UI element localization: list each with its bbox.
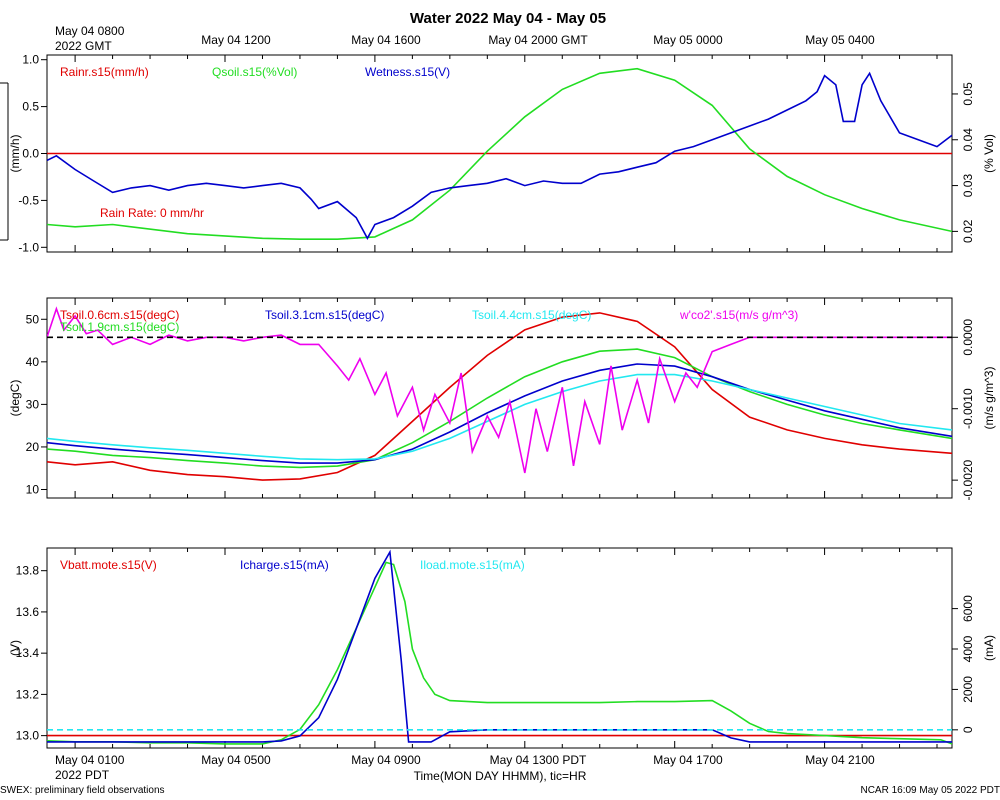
top-axis-first-sublabel: 2022 GMT [55, 39, 112, 53]
right-axis-label: (m/s g/m^3) [982, 367, 996, 430]
top-axis-label: May 04 1600 [351, 33, 421, 47]
right-y-tick-label: 4000 [961, 635, 975, 662]
left-y-tick-label: 50 [26, 312, 40, 326]
left-y-tick-label: 13.0 [16, 729, 40, 743]
bottom-axis-first-label: May 04 0100 [55, 753, 125, 767]
right-y-tick-label: -0.0020 [961, 459, 975, 500]
legend-label: Tsoil.1.9cm.s15(degC) [60, 320, 179, 334]
series-line [47, 373, 952, 461]
left-y-tick-label: 1.0 [22, 53, 39, 67]
series-line [47, 312, 952, 481]
right-y-tick-label: 0.02 [961, 219, 975, 243]
bottom-axis-label: May 04 0900 [351, 753, 421, 767]
bottom-axis-label: May 04 2100 [805, 753, 875, 767]
right-y-tick-label: -0.0010 [961, 388, 975, 429]
right-y-tick-label: 0.05 [961, 82, 975, 106]
left-y-tick-label: 40 [26, 355, 40, 369]
series-line [47, 363, 952, 464]
series-line [47, 348, 952, 469]
series-line [47, 561, 952, 745]
plot-frame [46, 297, 953, 499]
right-axis-label: (% Vol) [982, 134, 996, 173]
left-y-tick-label: 10 [26, 482, 40, 496]
bottom-axis-first-sublabel: 2022 PDT [55, 768, 110, 782]
left-y-tick-label: -0.5 [18, 193, 39, 207]
series-line [47, 549, 952, 743]
panel-bottom: 13.0 13.2 13.4 13.6 13.8 (V) 0 2000 4000 6000 (mA)… [8, 547, 996, 749]
right-y-tick-label: 0.0000 [961, 319, 975, 356]
left-y-tick-label: 13.8 [16, 564, 40, 578]
footer-right: NCAR 16:09 May 05 2022 PDT [860, 785, 1000, 796]
left-y-tick-label: 30 [26, 397, 40, 411]
left-y-tick-label: 13.2 [16, 687, 40, 701]
bottom-axis-label: May 04 1300 PDT [490, 753, 587, 767]
left-axis-label: (V) [8, 640, 22, 656]
panel-top: -1.0 -0.5 0.0 0.5 1.0 (mm/h) 0.02 0.03 0.04 0.05 (… [8, 53, 996, 255]
series-line [47, 67, 952, 240]
series-line [47, 306, 952, 474]
series-group [47, 67, 952, 240]
legend-label: Vbatt.mote.s15(V) [60, 558, 157, 572]
left-y-tick-label: 13.4 [16, 646, 40, 660]
right-y-tick-label: 2000 [961, 676, 975, 703]
legend-label: w'co2'.s15(m/s g/m^3) [679, 308, 798, 322]
right-y-tick-label: 0.03 [961, 174, 975, 198]
bottom-axis-label: May 04 0500 [201, 753, 271, 767]
series-line [47, 71, 952, 240]
right-axis-label: (mA) [982, 635, 996, 661]
x-axis-title: Time(MON DAY HHMM), tic=HR [414, 769, 587, 783]
top-axis-label: May 05 0400 [805, 33, 875, 47]
panel-middle: 10 20 30 40 50 (degC) -0.0020 -0.0010 0.0000 (m/s… [8, 297, 996, 500]
top-axis-first-label: May 04 0800 [55, 24, 125, 38]
legend-label: Wetness.s15(V) [365, 65, 450, 79]
right-y-tick-label: 0.04 [961, 128, 975, 152]
right-y-tick-label: 0 [961, 726, 975, 733]
footer-left: SWEX: preliminary field observations [0, 785, 165, 796]
legend-label: Tsoil.0.6cm.s15(degC) [60, 308, 179, 322]
left-y-tick-label: 0.5 [22, 100, 39, 114]
top-axis-label: May 04 1200 [201, 33, 271, 47]
legend-label: Tsoil.3.1cm.s15(degC) [265, 308, 384, 322]
series-group [47, 306, 952, 481]
plot-frame [46, 547, 953, 749]
legend-label: Tsoil.4.4cm.s15(degC) [472, 308, 591, 322]
left-y-tick-label: 20 [26, 440, 40, 454]
legend-label: Rainr.s15(mm/h) [60, 65, 149, 79]
chart-title: Water 2022 May 04 - May 05 [410, 10, 606, 27]
rain-rate-annotation: Rain Rate: 0 mm/hr [100, 206, 204, 220]
bottom-axis-label: May 04 1700 [653, 753, 723, 767]
legend-label: Qsoil.s15(%Vol) [212, 65, 297, 79]
left-y-tick-label: 0.0 [22, 147, 39, 161]
left-y-tick-label: 13.6 [16, 605, 40, 619]
top-axis-label: May 05 0000 [653, 33, 723, 47]
left-y-tick-label: -1.0 [18, 240, 39, 254]
left-axis-label: (mm/h) [8, 135, 22, 173]
legend-label: Icharge.s15(mA) [240, 558, 329, 572]
series-group [47, 549, 952, 745]
left-axis-label: (degC) [8, 380, 22, 417]
legend-label: Iload.mote.s15(mA) [420, 558, 525, 572]
right-y-tick-label: 6000 [961, 595, 975, 622]
top-axis-label: May 04 2000 GMT [488, 33, 588, 47]
